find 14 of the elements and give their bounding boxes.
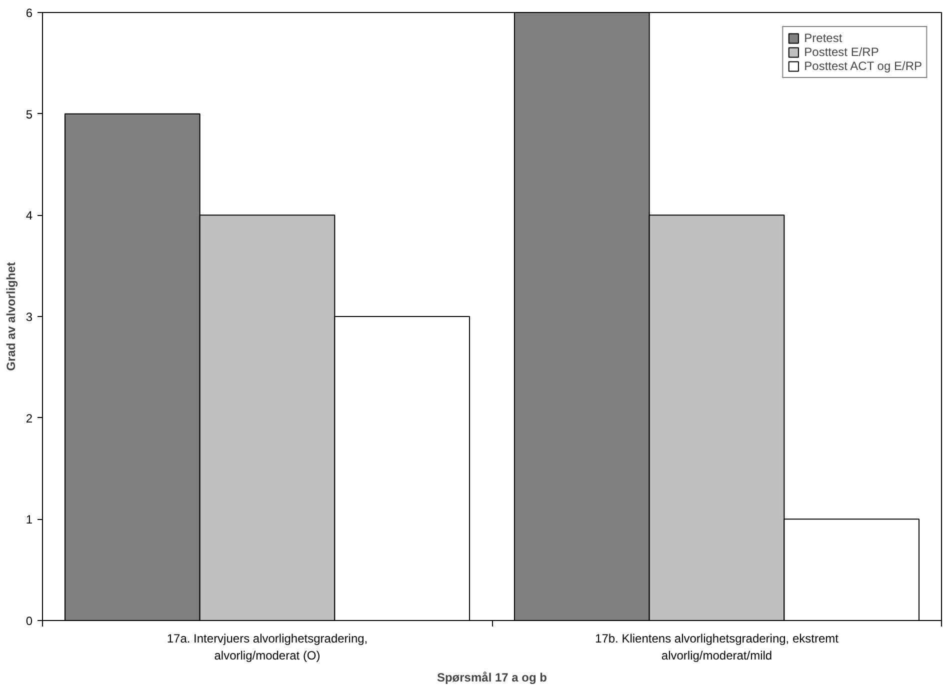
y-tick-label: 1 <box>26 512 33 527</box>
y-axis-title: Grad av alvorlighet <box>4 262 18 371</box>
y-tick-label: 6 <box>26 6 33 20</box>
legend-label: Posttest E/RP <box>804 45 879 59</box>
y-tick-label: 3 <box>26 310 33 324</box>
legend-label: Posttest ACT og E/RP <box>804 59 922 73</box>
x-tick-label: 17b. Klientens alvorlighetsgradering, ekstremt alvorlig/moderat/mild <box>595 632 840 662</box>
y-tick-label: 5 <box>26 107 33 122</box>
x-tick-label: 17a. Intervjuers alvorlighetsgradering, alvorlig/moderat (O) <box>166 632 368 662</box>
x-axis-title: Spørsmål 17 a og b <box>436 670 548 684</box>
y-tick-label: 2 <box>26 411 33 426</box>
y-tick-label: 4 <box>26 208 33 223</box>
legend-label: Pretest <box>804 31 842 45</box>
y-tick-label: 0 <box>26 614 33 628</box>
